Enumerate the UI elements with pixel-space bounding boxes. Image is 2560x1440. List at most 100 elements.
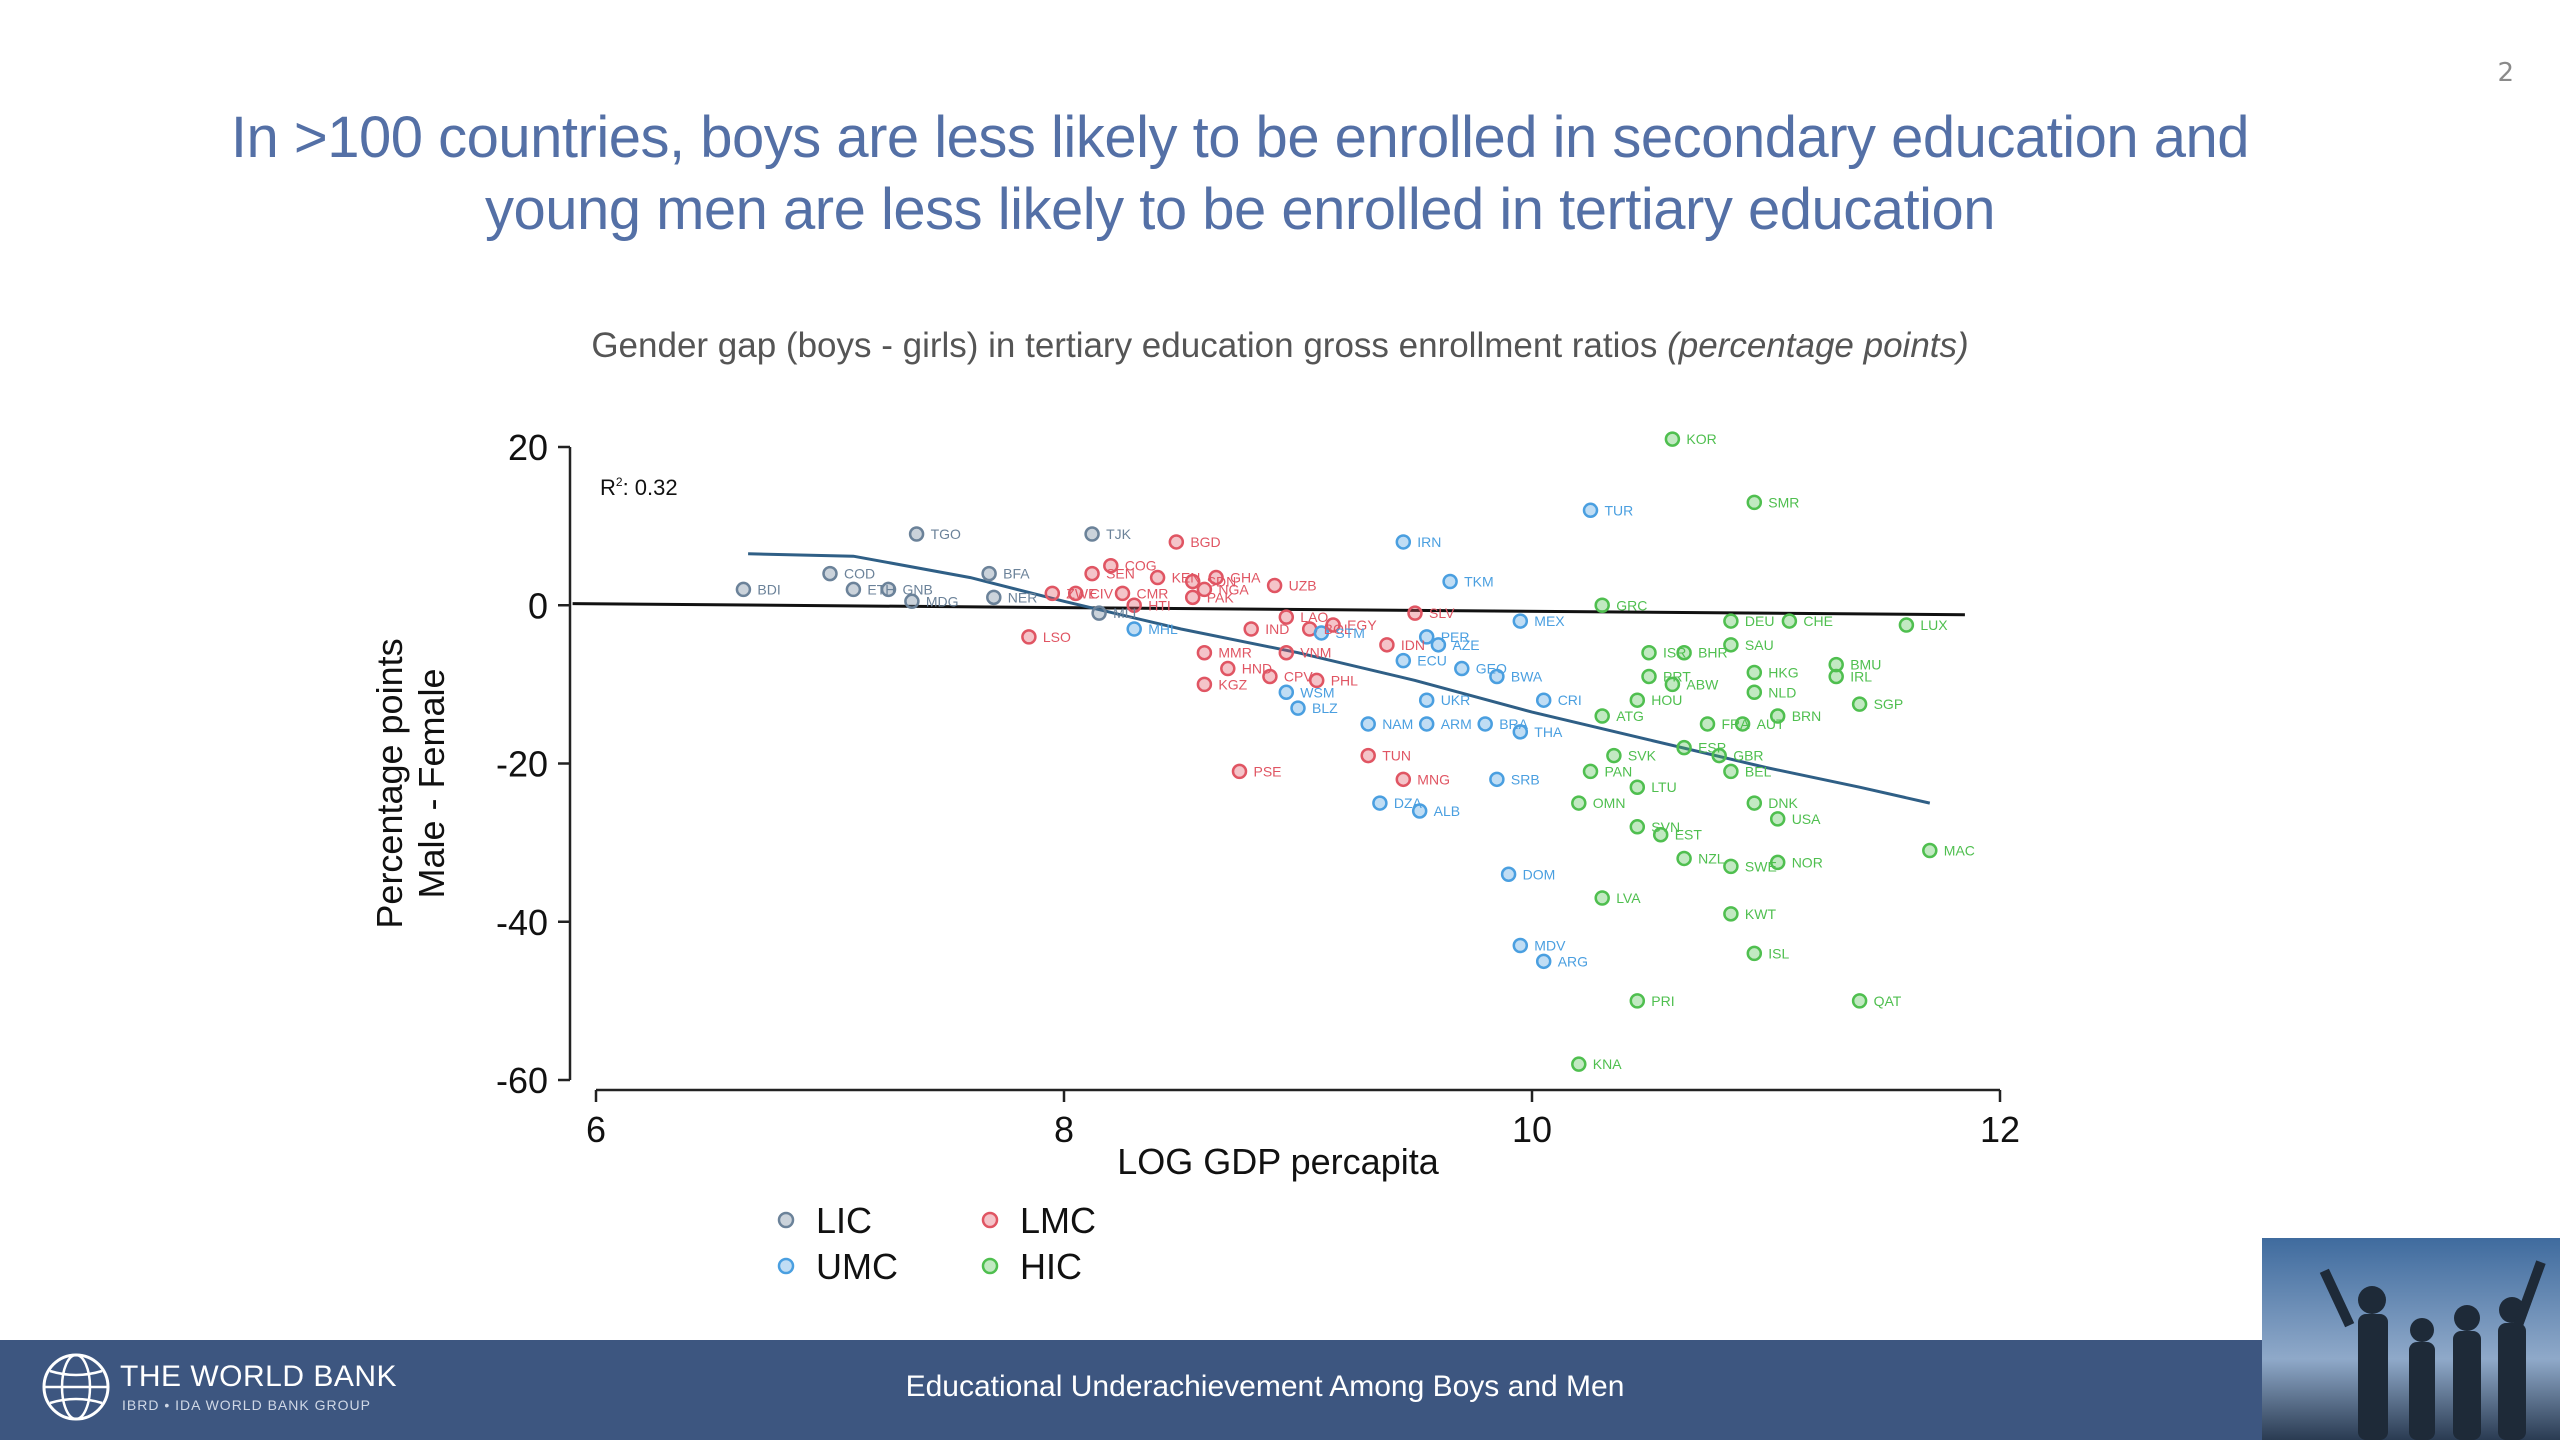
data-point-kor xyxy=(1664,431,1681,447)
data-point-cpv xyxy=(1262,668,1278,685)
chart-legend: LIC LMC UMC HIC xyxy=(777,1200,1096,1287)
data-point-isl xyxy=(1746,945,1763,962)
data-point-pse xyxy=(1231,763,1248,780)
point-label-bfa: BFA xyxy=(1003,566,1030,582)
point-label-dom: DOM xyxy=(1523,866,1556,882)
point-label-isl: ISL xyxy=(1768,945,1789,961)
point-label-tjk: TJK xyxy=(1106,526,1132,542)
data-point-ecu xyxy=(1395,652,1412,669)
data-point-gnb xyxy=(880,581,897,598)
point-label-bdi: BDI xyxy=(757,581,780,597)
data-point-tgo xyxy=(908,526,925,542)
point-label-sdn: SDN xyxy=(1207,574,1237,590)
data-point-nld xyxy=(1746,684,1763,701)
data-point-atg xyxy=(1594,708,1610,724)
point-label-nga: NGA xyxy=(1218,581,1249,597)
r-squared-value: : 0.32 xyxy=(623,475,678,500)
data-point-abw xyxy=(1664,676,1681,693)
data-point-tha xyxy=(1512,724,1529,740)
data-point-aut xyxy=(1734,716,1751,732)
legend-marker-lmc xyxy=(981,1211,999,1229)
data-point-cri xyxy=(1535,692,1552,708)
data-point-alb xyxy=(1411,803,1428,819)
point-label-wsm: WSM xyxy=(1300,684,1334,700)
point-label-tun: TUN xyxy=(1382,748,1411,764)
data-point-lao xyxy=(1278,609,1295,625)
point-label-nld: NLD xyxy=(1768,684,1796,700)
data-point-pri xyxy=(1629,993,1646,1009)
data-point-nor xyxy=(1769,854,1786,871)
legend-label-hic: HIC xyxy=(1020,1246,1082,1287)
data-point-fra xyxy=(1699,716,1716,732)
data-point-slv xyxy=(1407,605,1423,621)
data-point-nga xyxy=(1196,581,1213,598)
point-label-tkm: TKM xyxy=(1464,574,1494,590)
world-bank-subtitle: IBRD • IDA WORLD BANK GROUP xyxy=(122,1397,371,1413)
y-tick-label: -20 xyxy=(496,744,548,785)
point-label-kgz: KGZ xyxy=(1218,676,1247,692)
data-point-prt xyxy=(1641,668,1657,685)
data-point-irn xyxy=(1395,534,1412,550)
world-bank-name: THE WORLD BANK xyxy=(120,1360,398,1393)
chart-axes: 20 0 -20 -40 -60 6 8 10 12 LOG GDP percapita Perce… xyxy=(369,427,2020,1182)
point-label-cod: COD xyxy=(844,566,875,582)
data-point-srb xyxy=(1489,771,1505,788)
point-label-lso: LSO xyxy=(1043,629,1071,645)
point-label-mhl: MHL xyxy=(1148,621,1178,637)
scatter-chart: 20 0 -20 -40 -60 6 8 10 12 LOG GDP percapita Perce… xyxy=(320,390,2030,1350)
point-label-abw: ABW xyxy=(1686,676,1719,692)
footer-bar xyxy=(0,1340,2262,1440)
data-point-bra xyxy=(1477,716,1493,732)
point-label-bra: BRA xyxy=(1499,716,1528,732)
y-axis-label: Male - Female xyxy=(411,668,452,898)
y-tick-label: 20 xyxy=(508,427,548,468)
page-number: 2 xyxy=(2497,58,2514,88)
data-point-cog xyxy=(1103,557,1119,574)
point-label-gnb: GNB xyxy=(903,581,933,597)
y-tick-label: 0 xyxy=(528,585,548,626)
data-point-bgd xyxy=(1168,534,1185,550)
data-point-stm xyxy=(1313,625,1330,641)
data-point-arg xyxy=(1535,953,1552,970)
data-point-zwe xyxy=(1044,585,1061,602)
point-label-sen: SEN xyxy=(1106,566,1135,582)
data-point-grc xyxy=(1594,597,1610,613)
point-label-cpv: CPV xyxy=(1284,668,1313,684)
fit-curve xyxy=(748,552,1931,805)
data-point-wsm xyxy=(1278,684,1295,701)
point-label-swe: SWE xyxy=(1745,858,1777,874)
r-squared-label: R2: 0.32 xyxy=(600,475,678,500)
point-label-bol: BOL xyxy=(1324,621,1352,637)
people-silhouette-photo xyxy=(2262,1238,2560,1440)
point-label-grc: GRC xyxy=(1616,597,1647,613)
legend-marker-lic xyxy=(777,1211,795,1229)
data-point-kgz xyxy=(1196,676,1213,693)
y-tick-label: -60 xyxy=(496,1060,548,1101)
data-point-tkm xyxy=(1442,573,1458,590)
data-point-hou xyxy=(1629,692,1646,708)
point-label-per: PER xyxy=(1441,629,1470,645)
data-point-svn xyxy=(1629,819,1646,835)
point-label-bwa: BWA xyxy=(1511,668,1543,684)
point-label-kor: KOR xyxy=(1686,431,1716,447)
data-point-smr xyxy=(1746,494,1763,511)
data-point-nzl xyxy=(1676,850,1692,867)
point-label-alb: ALB xyxy=(1434,803,1460,819)
x-tick-label: 12 xyxy=(1980,1109,2020,1150)
point-label-ner: NER xyxy=(1008,589,1038,605)
data-point-che xyxy=(1781,613,1798,629)
data-point-usa xyxy=(1769,811,1786,827)
data-point-mdg xyxy=(904,593,920,610)
x-tick-label: 10 xyxy=(1512,1109,1552,1150)
data-point-per xyxy=(1418,629,1435,645)
data-point-geo xyxy=(1454,660,1470,677)
point-label-prt: PRT xyxy=(1663,668,1691,684)
data-point-sdn xyxy=(1184,573,1201,590)
data-point-mdv xyxy=(1512,937,1529,954)
point-label-mdg: MDG xyxy=(926,593,959,609)
slide-title-line-1: In >100 countries, boys are less likely … xyxy=(230,105,2250,170)
data-point-idn xyxy=(1379,637,1395,653)
data-point-ind xyxy=(1243,621,1259,637)
data-point-mng xyxy=(1395,771,1412,788)
x-axis-label: LOG GDP percapita xyxy=(1117,1141,1439,1182)
